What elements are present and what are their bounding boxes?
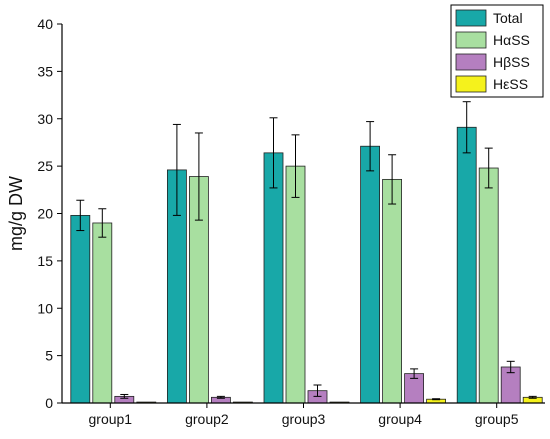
error-bar	[462, 101, 471, 154]
bar	[456, 126, 477, 404]
bar	[478, 167, 499, 404]
y-tick-label: 25	[37, 158, 53, 174]
bar	[263, 152, 284, 404]
error-bar	[120, 393, 129, 399]
x-tick-label: group3	[282, 411, 326, 427]
y-axis-label: mg/g DW	[6, 176, 26, 251]
legend-label: HαSS	[493, 32, 530, 48]
x-axis: group1 group2 group3 group4 group5	[62, 402, 545, 427]
y-tick-label: 30	[37, 111, 53, 127]
plot-area	[70, 101, 543, 404]
y-tick-label: 40	[37, 16, 53, 32]
y-tick-label: 20	[37, 206, 53, 222]
legend-label: Total	[493, 10, 523, 26]
y-tick-label: 35	[37, 63, 53, 79]
legend-swatch	[455, 53, 487, 71]
y-tick-label: 10	[37, 300, 53, 316]
error-bar	[291, 134, 300, 198]
bar	[382, 178, 403, 404]
bar	[92, 222, 113, 404]
error-bar	[216, 395, 225, 399]
y-axis: 0 5 10 15 20 25 30 35 40	[37, 16, 63, 411]
bar	[70, 214, 91, 404]
legend-swatch	[455, 75, 487, 93]
y-tick-label: 15	[37, 253, 53, 269]
x-tick-label: group4	[378, 411, 422, 427]
error-bar	[366, 121, 375, 172]
legend-label: HβSS	[493, 54, 530, 70]
error-bar	[432, 398, 441, 401]
y-tick-label: 5	[45, 348, 53, 364]
error-bar	[484, 147, 493, 189]
y-tick-label: 0	[45, 395, 53, 411]
x-tick-label: group2	[185, 411, 229, 427]
error-bar	[98, 208, 107, 238]
x-tick-label: group1	[89, 411, 133, 427]
legend-label: HεSS	[493, 76, 528, 92]
error-bar	[172, 123, 181, 216]
legend-swatch	[455, 31, 487, 49]
legend: Total HαSS HβSS HεSS	[450, 4, 544, 98]
error-bar	[269, 117, 278, 189]
bar	[360, 145, 381, 404]
bar	[285, 165, 306, 404]
x-tick-label: group5	[475, 411, 519, 427]
error-bar	[388, 154, 397, 205]
error-bar	[76, 199, 85, 232]
error-bar	[528, 395, 537, 399]
error-bar	[410, 368, 419, 379]
error-bar	[506, 360, 515, 374]
legend-swatch	[455, 9, 487, 27]
error-bar	[313, 384, 322, 397]
error-bar	[194, 132, 203, 221]
